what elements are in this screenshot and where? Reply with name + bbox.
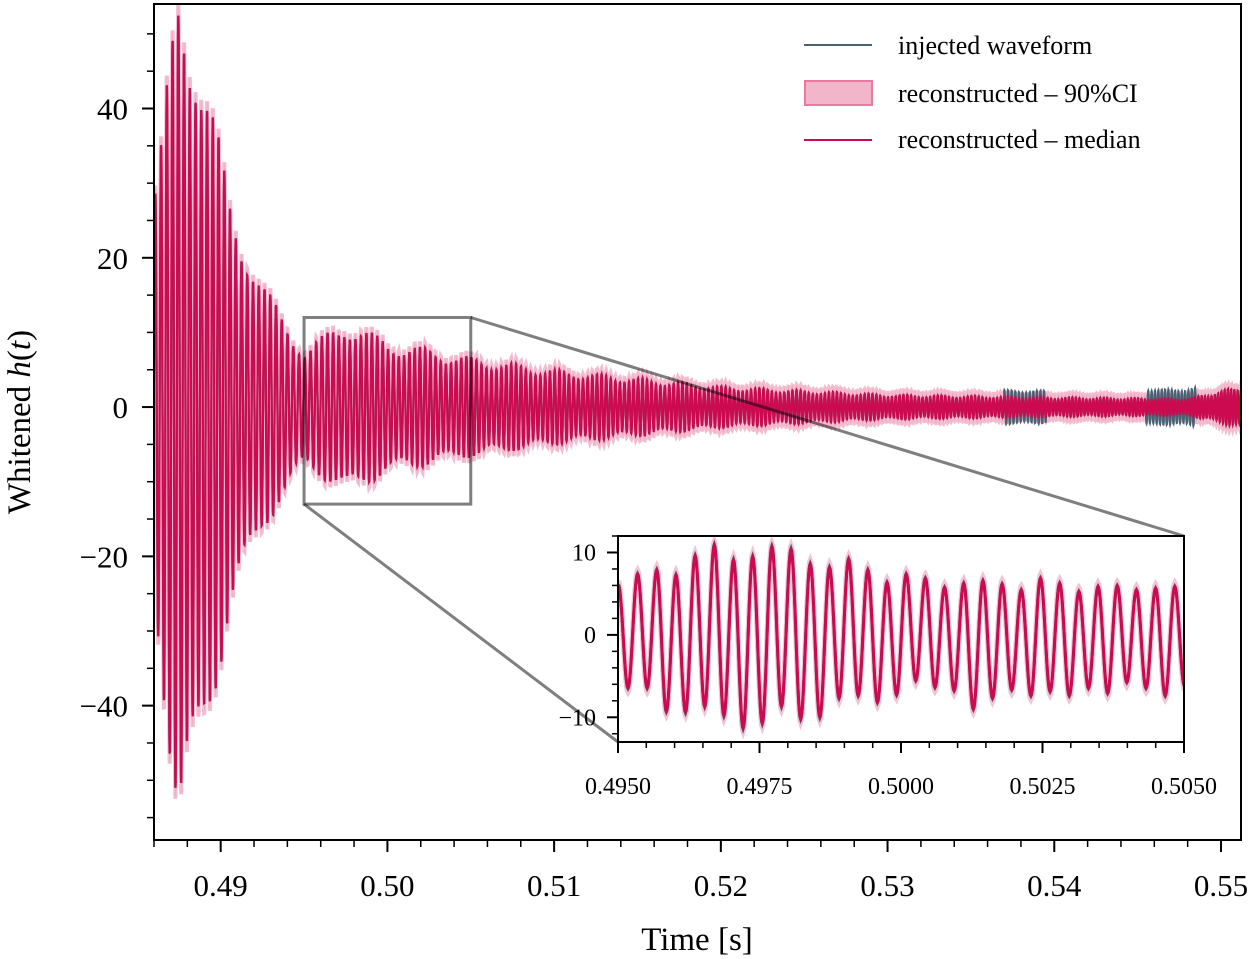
x-tick-label: 0.52 bbox=[694, 868, 748, 903]
inset-median-line bbox=[618, 541, 1184, 733]
zoom-connector-bottom bbox=[303, 502, 619, 744]
legend-label-injected: injected waveform bbox=[898, 31, 1092, 60]
main-plot-area: 0.49 0.50 0.51 0.52 0.53 0.54 0.55 −40 −20 0 20 40 bbox=[80, 3, 1248, 903]
x-tick-label: 0.49 bbox=[194, 868, 248, 903]
y-tick-label: 0 bbox=[113, 390, 129, 425]
main-axes-frame bbox=[153, 3, 1242, 841]
y-axis-title: Whitened h(t) bbox=[2, 330, 38, 514]
legend-swatch-ci bbox=[804, 80, 873, 106]
legend-item-ci: reconstructed – 90%CI bbox=[804, 79, 1138, 108]
inset-x-tick-label: 0.5050 bbox=[1151, 774, 1217, 800]
inset-x-tick-label: 0.4950 bbox=[585, 774, 651, 800]
zoom-indicator bbox=[302, 316, 1185, 744]
zoom-connector-top bbox=[470, 316, 1185, 538]
legend-item-median: reconstructed – median bbox=[804, 125, 1141, 154]
inset-plot-area: 0.4950 0.4975 0.5000 0.5025 0.5050 −10 0 10 bbox=[558, 535, 1217, 800]
inset-x-tick-label: 0.5025 bbox=[1010, 774, 1076, 800]
x-tick-label: 0.50 bbox=[360, 868, 414, 903]
x-tick-label: 0.54 bbox=[1027, 868, 1082, 903]
x-tick-label: 0.55 bbox=[1194, 868, 1248, 903]
median-line bbox=[154, 15, 1241, 788]
x-axis-title: Time [s] bbox=[641, 922, 753, 958]
inset-y-tick-label: −10 bbox=[558, 705, 596, 731]
legend-item-injected: injected waveform bbox=[804, 31, 1092, 60]
x-tick-label: 0.53 bbox=[860, 868, 914, 903]
y-tick-label: 20 bbox=[97, 241, 128, 276]
x-tick-label: 0.51 bbox=[527, 868, 581, 903]
inset-x-tick-label: 0.4975 bbox=[727, 774, 793, 800]
legend-label-median: reconstructed – median bbox=[898, 125, 1141, 154]
zoom-box bbox=[302, 316, 473, 506]
inset-y-tick-label: 10 bbox=[572, 540, 596, 566]
legend-label-ci: reconstructed – 90%CI bbox=[898, 79, 1138, 108]
inset-y-tick-label: 0 bbox=[584, 623, 596, 649]
y-tick-label: 40 bbox=[97, 92, 128, 127]
y-tick-label: −20 bbox=[80, 539, 128, 574]
y-tick-label: −40 bbox=[80, 689, 128, 724]
inset-x-tick-label: 0.5000 bbox=[868, 774, 934, 800]
legend: injected waveform reconstructed – 90%CI … bbox=[804, 31, 1141, 154]
